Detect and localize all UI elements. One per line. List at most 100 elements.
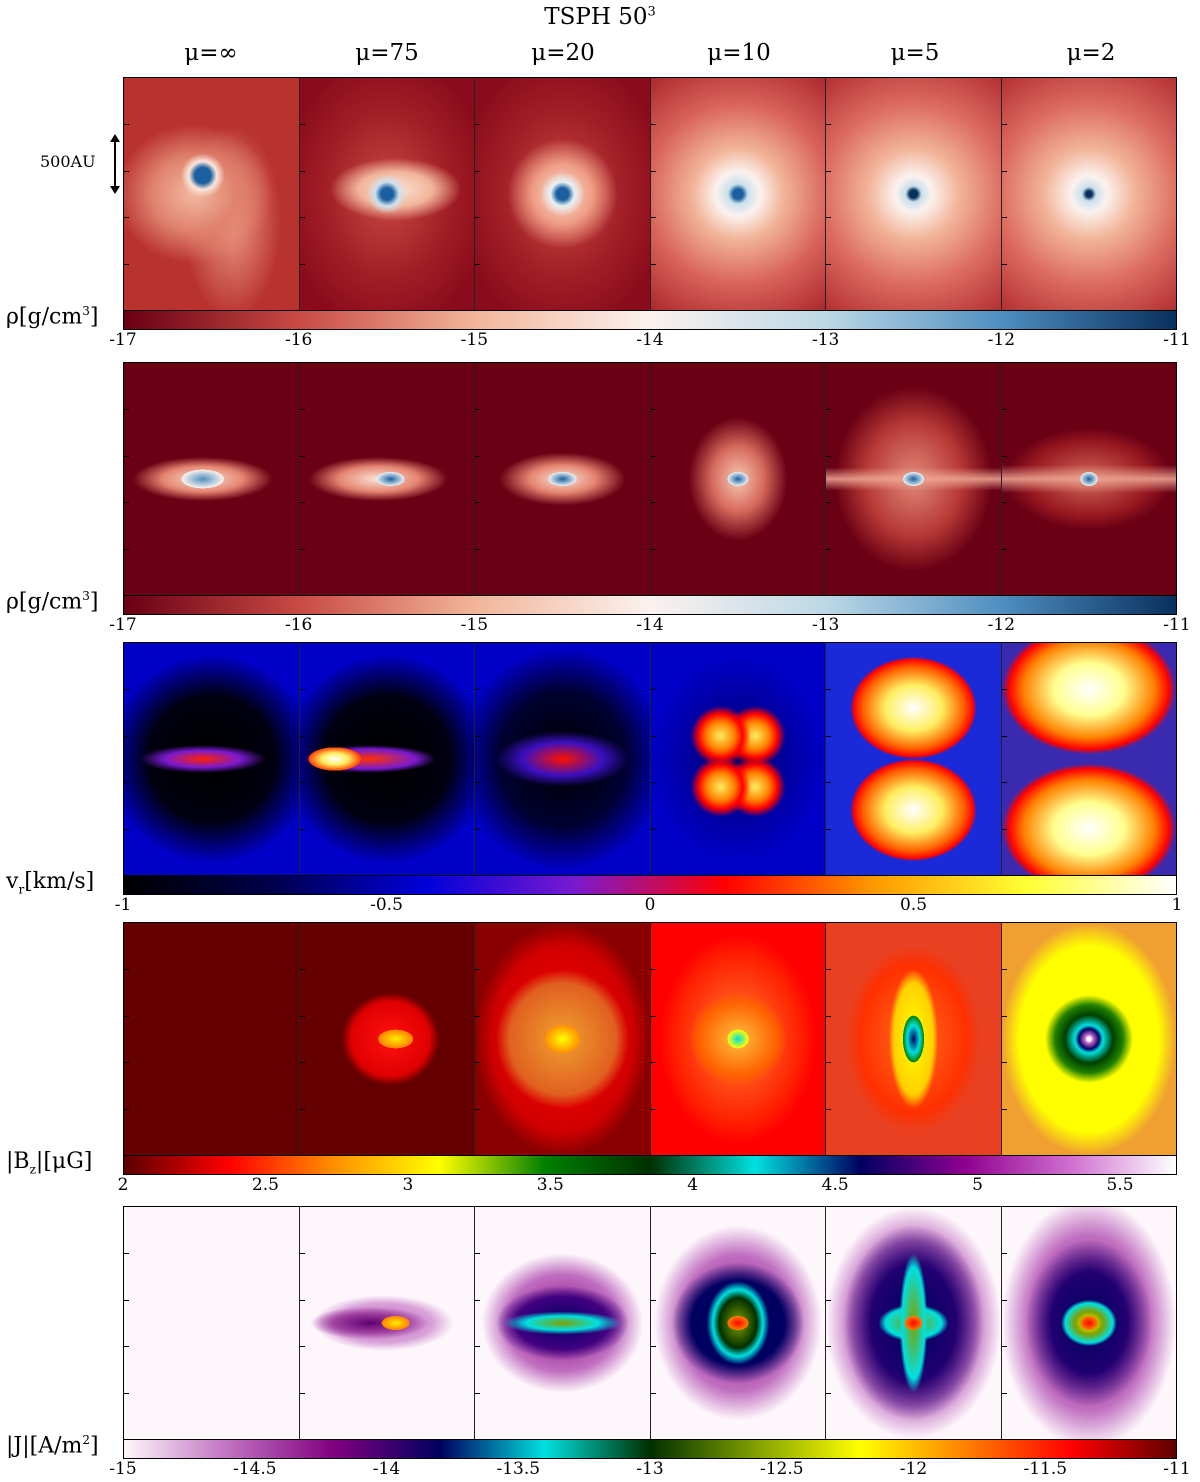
axis-tick <box>299 782 305 784</box>
axis-tick <box>475 124 480 126</box>
axis-tick <box>650 1108 656 1110</box>
axis-tick <box>124 735 129 737</box>
panel-density-face-5 <box>826 78 1002 310</box>
axis-tick <box>299 969 305 971</box>
axis-tick <box>475 1299 480 1301</box>
current-row <box>123 1206 1177 1440</box>
axis-tick <box>475 689 480 691</box>
axis-tick <box>475 1062 480 1064</box>
column-label: μ=5 <box>890 40 940 66</box>
panel-density-edge-75 <box>299 363 475 595</box>
panel-current-5 <box>826 1207 1002 1439</box>
axis-tick <box>650 689 656 691</box>
axis-tick <box>826 409 831 411</box>
axis-tick <box>826 1253 831 1255</box>
axis-tick <box>299 455 305 457</box>
colorbar-density-1 <box>123 310 1177 330</box>
axis-tick <box>826 828 831 830</box>
axis-tick <box>650 782 656 784</box>
scale-label: 500AU <box>40 152 96 171</box>
axis-tick <box>475 263 480 265</box>
axis-tick <box>124 828 129 830</box>
colorbar-tick-label: -13 <box>636 1459 664 1479</box>
column-label: μ=2 <box>1066 40 1116 66</box>
panel-current-20 <box>475 1207 651 1439</box>
colorbar-tick-label: 2 <box>117 1175 129 1195</box>
column-label: μ=75 <box>355 40 419 66</box>
axis-tick <box>826 782 831 784</box>
axis-tick <box>475 1015 480 1017</box>
colorbar-tick-label: 4.5 <box>821 1175 849 1195</box>
colorbar-velocity <box>123 875 1177 895</box>
colorbar-tick-label: 4 <box>687 1175 699 1195</box>
axis-tick <box>826 455 831 457</box>
axis-tick <box>826 689 831 691</box>
axis-tick <box>475 782 480 784</box>
column-label: μ=∞ <box>184 40 238 66</box>
axis-tick <box>826 263 831 265</box>
colorbar-tick-label: -13 <box>811 330 840 350</box>
panel-bfield-inf <box>124 923 300 1155</box>
colorbar-ticks: -17 -16 -15 -14 -13 -12 -11 <box>109 330 1190 352</box>
colorbar-tick-label: -14.5 <box>232 1459 277 1479</box>
axis-tick <box>124 1062 129 1064</box>
scale-arrow <box>110 134 120 194</box>
axis-tick <box>124 782 129 784</box>
axis-tick <box>124 263 129 265</box>
bfield-row <box>123 922 1177 1156</box>
colorbar-label: vr[km/s] <box>6 869 95 897</box>
panel-current-75 <box>299 1207 475 1439</box>
axis-tick <box>1001 828 1007 830</box>
colorbar-tick-label: -14 <box>372 1459 401 1479</box>
axis-tick <box>650 124 656 126</box>
panel-velocity-inf <box>124 643 300 875</box>
colorbar-tick-label: 5 <box>972 1175 984 1195</box>
axis-tick <box>1001 502 1007 504</box>
axis-tick <box>475 409 480 411</box>
axis-tick <box>299 502 305 504</box>
panel-density-edge-10 <box>650 363 826 595</box>
colorbar-tick-label: 5.5 <box>1106 1175 1134 1195</box>
colorbar-tick-label: -13 <box>811 615 840 635</box>
panel-velocity-2 <box>1001 643 1176 875</box>
axis-tick <box>124 217 129 219</box>
velocity-row <box>123 642 1177 876</box>
axis-tick <box>650 1392 656 1394</box>
panel-bfield-75 <box>299 923 475 1155</box>
axis-tick <box>826 124 831 126</box>
axis-tick <box>826 1299 831 1301</box>
colorbar-tick-label: -0.5 <box>370 895 403 915</box>
axis-tick <box>475 1392 480 1394</box>
axis-tick <box>124 1253 129 1255</box>
axis-tick <box>299 1253 305 1255</box>
axis-tick <box>826 735 831 737</box>
colorbar-label: ρ[g/cm3] <box>6 589 99 615</box>
panel-density-edge-5 <box>826 363 1002 595</box>
axis-tick <box>299 1015 305 1017</box>
axis-tick <box>826 1392 831 1394</box>
colorbar-tick-label: -17 <box>109 615 137 635</box>
colorbar-current <box>123 1439 1177 1459</box>
axis-tick <box>1001 1299 1007 1301</box>
colorbar-tick-label: -12 <box>987 615 1016 635</box>
panel-bfield-5 <box>826 923 1002 1155</box>
axis-tick <box>1001 1392 1007 1394</box>
colorbar-label: |J|[A/m2] <box>6 1433 99 1459</box>
panel-current-2 <box>1001 1207 1176 1439</box>
axis-tick <box>650 735 656 737</box>
axis-tick <box>475 1108 480 1110</box>
colorbar-tick-label: -12 <box>899 1459 928 1479</box>
axis-tick <box>1001 1346 1007 1348</box>
axis-tick <box>475 1253 480 1255</box>
axis-tick <box>124 124 129 126</box>
panel-current-10 <box>650 1207 826 1439</box>
colorbar-tick-label: -12.5 <box>759 1459 804 1479</box>
panel-bfield-20 <box>475 923 651 1155</box>
axis-tick <box>1001 1015 1007 1017</box>
axis-tick <box>475 455 480 457</box>
column-label: μ=20 <box>531 40 595 66</box>
panel-density-face-10 <box>650 78 826 310</box>
axis-tick <box>299 548 305 550</box>
panel-bfield-10 <box>650 923 826 1155</box>
